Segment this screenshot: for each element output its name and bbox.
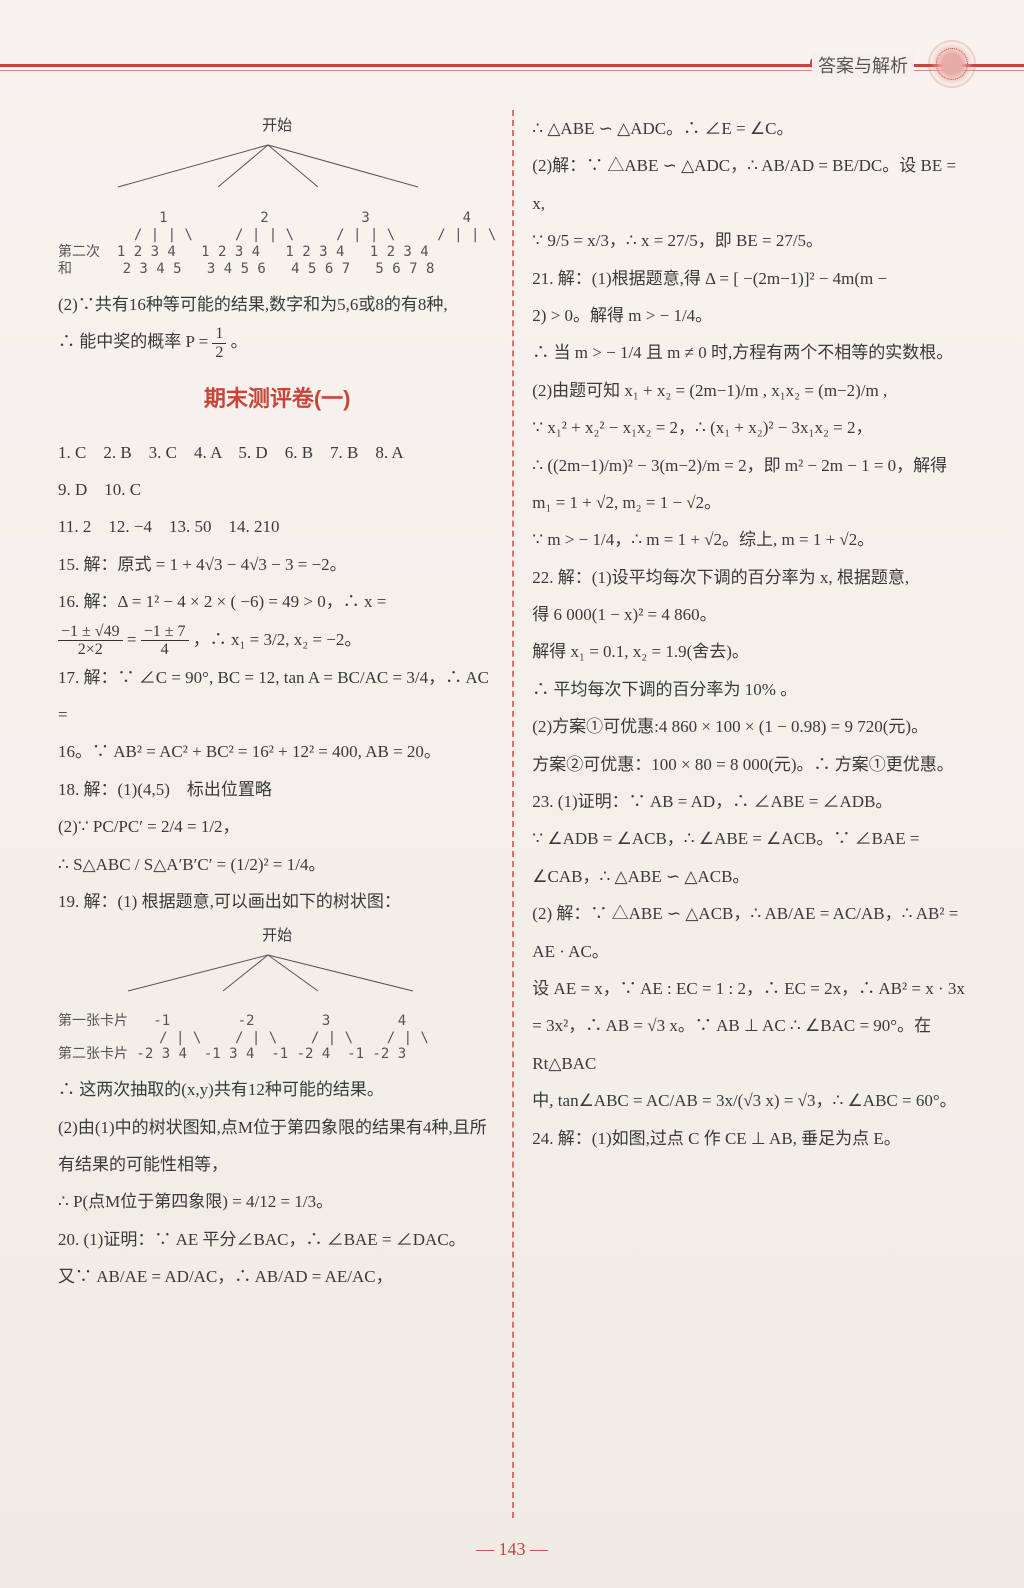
tree1-start-label: 开始 bbox=[58, 110, 496, 143]
q-left-2-prob: ∴ 能中奖的概率 P = 12 。 bbox=[58, 323, 496, 361]
q23-line6: 设 AE = x，∵ AE : EC = 1 : 2，∴ EC = 2x，∴ A… bbox=[532, 970, 966, 1007]
q22-line4: ∴ 平均每次下调的百分率为 10% 。 bbox=[532, 671, 966, 708]
q22-line1: 22. 解：(1)设平均每次下调的百分率为 x, 根据题意, bbox=[532, 559, 966, 596]
q21-line5: ∵ x₁² + x₂² − x₁x₂ = 2，∴ (x₁ + x₂)² − 3x… bbox=[532, 409, 966, 446]
q18-line1: 18. 解：(1)(4,5) 标出位置略 bbox=[58, 771, 496, 808]
q19-line3: (2)由(1)中的树状图知,点M位于第四象限的结果有4种,且所有结果的可能性相等… bbox=[58, 1109, 496, 1184]
q23-line7: = 3x²，∴ AB = √3 x。∵ AB ⊥ AC ∴ ∠BAC = 90°… bbox=[532, 1007, 966, 1082]
q24-line1: 24. 解：(1)如图,过点 C 作 CE ⊥ AB, 垂足为点 E。 bbox=[532, 1120, 966, 1157]
left-column: 开始 1 2 3 4 / | | \ / | | \ / | | \ / | |… bbox=[58, 110, 514, 1528]
q16-frac2: −1 ± 74 bbox=[141, 623, 189, 659]
q18-line2: (2)∵ PC/PC′ = 2/4 = 1/2， bbox=[58, 808, 496, 845]
q15: 15. 解：原式 = 1 + 4√3 − 4√3 − 3 = −2。 bbox=[58, 546, 496, 583]
prob-pre: ∴ 能中奖的概率 P = bbox=[58, 332, 212, 351]
q21-line1: 21. 解：(1)根据题意,得 Δ = [ −(2m−1)]² − 4m(m − bbox=[532, 260, 966, 297]
content-area: 开始 1 2 3 4 / | | \ / | | \ / | | \ / | |… bbox=[58, 110, 966, 1528]
q16-frac1: −1 ± √492×2 bbox=[58, 623, 123, 659]
header-title: 答案与解析 bbox=[812, 52, 914, 78]
q22-line2: 得 6 000(1 − x)² = 4 860。 bbox=[532, 596, 966, 633]
tree2-start-label: 开始 bbox=[58, 920, 496, 953]
answers-row-1: 1. C 2. B 3. C 4. A 5. D 6. B 7. B 8. A bbox=[58, 434, 496, 471]
page-number: — 143 — bbox=[0, 1539, 1024, 1560]
q22-line3: 解得 x₁ = 0.1, x₂ = 1.9(舍去)。 bbox=[532, 633, 966, 670]
q19-line4: ∴ P(点M位于第四象限) = 4/12 = 1/3。 bbox=[58, 1183, 496, 1220]
q16-end: ，∴ x₁ = 3/2, x₂ = −2。 bbox=[193, 630, 362, 649]
globe-icon bbox=[930, 42, 974, 86]
q19-line2: ∴ 这两次抽取的(x,y)共有12种可能的结果。 bbox=[58, 1071, 496, 1108]
q-left-2-intro: (2)∵共有16种等可能的结果,数字和为5,6或8的有8种, bbox=[58, 286, 496, 323]
q21-line7: m₁ = 1 + √2, m₂ = 1 − √2。 bbox=[532, 484, 966, 521]
q21-line6: ∴ ((2m−1)/m)² − 3(m−2)/m = 2，即 m² − 2m −… bbox=[532, 447, 966, 484]
right-column: ∴ △ABE ∽ △ADC。∴ ∠E = ∠C。 (2)解：∵ △ABE ∽ △… bbox=[514, 110, 966, 1528]
q23-line1: 23. (1)证明：∵ AB = AD，∴ ∠ABE = ∠ADB。 bbox=[532, 783, 966, 820]
tree2-diagram: 第一张卡片 -1 -2 3 4 / | \ / | \ / | \ / | \ … bbox=[58, 1013, 496, 1063]
q23-line8: 中, tan∠ABC = AC/AB = 3x/(√3 x) = √3，∴ ∠A… bbox=[532, 1082, 966, 1119]
q18-line3: ∴ S△ABC / S△A′B′C′ = (1/2)² = 1/4。 bbox=[58, 846, 496, 883]
q22-line6: 方案②可优惠：100 × 80 = 8 000(元)。∴ 方案①更优惠。 bbox=[532, 746, 966, 783]
tree2-branches-icon bbox=[58, 953, 478, 995]
q23-line4: (2) 解：∵ △ABE ∽ △ACB，∴ AB/AE = AC/AB，∴ AB… bbox=[532, 895, 966, 932]
q21-line2: 2) > 0。解得 m > − 1/4。 bbox=[532, 297, 966, 334]
q20-line2: 又∵ AB/AE = AD/AC，∴ AB/AD = AE/AC， bbox=[58, 1258, 496, 1295]
q17-line2: 16。∵ AB² = AC² + BC² = 16² + 12² = 400, … bbox=[58, 733, 496, 770]
q16-line2: −1 ± √492×2 = −1 ± 74 ，∴ x₁ = 3/2, x₂ = … bbox=[58, 621, 496, 659]
q23-line3: ∠CAB，∴ △ABE ∽ △ACB。 bbox=[532, 858, 966, 895]
prob-post: 。 bbox=[231, 332, 248, 351]
q23-line5: AE · AC。 bbox=[532, 933, 966, 970]
q16-line1: 16. 解：Δ = 1² − 4 × 2 × ( −6) = 49 > 0，∴ … bbox=[58, 583, 496, 620]
prob-frac: 12 bbox=[212, 325, 226, 361]
q16-eq1: = bbox=[127, 630, 141, 649]
section-title: 期末测评卷(一) bbox=[58, 375, 496, 423]
answers-row-3: 11. 2 12. −4 13. 50 14. 210 bbox=[58, 508, 496, 545]
q17-line1: 17. 解：∵ ∠C = 90°, BC = 12, tan A = BC/AC… bbox=[58, 659, 496, 734]
tree1-diagram: 1 2 3 4 / | | \ / | | \ / | | \ / | | \ … bbox=[58, 210, 496, 277]
q21-line3: ∴ 当 m > − 1/4 且 m ≠ 0 时,方程有两个不相等的实数根。 bbox=[532, 334, 966, 371]
tree1-branches-icon bbox=[58, 143, 478, 193]
q21-line8: ∵ m > − 1/4，∴ m = 1 + √2。综上, m = 1 + √2。 bbox=[532, 521, 966, 558]
q20-line1: 20. (1)证明：∵ AE 平分∠BAC，∴ ∠BAE = ∠DAC。 bbox=[58, 1221, 496, 1258]
q19-line1: 19. 解：(1) 根据题意,可以画出如下的树状图： bbox=[58, 883, 496, 920]
r-line-2a: (2)解：∵ △ABE ∽ △ADC，∴ AB/AD = BE/DC。设 BE … bbox=[532, 147, 966, 222]
r-line-1: ∴ △ABE ∽ △ADC。∴ ∠E = ∠C。 bbox=[532, 110, 966, 147]
page-header: 答案与解析 bbox=[0, 60, 1024, 90]
r-line-2b: ∵ 9/5 = x/3，∴ x = 27/5，即 BE = 27/5。 bbox=[532, 222, 966, 259]
q21-line4: (2)由题可知 x₁ + x₂ = (2m−1)/m , x₁x₂ = (m−2… bbox=[532, 372, 966, 409]
answers-row-2: 9. D 10. C bbox=[58, 471, 496, 508]
q23-line2: ∵ ∠ADB = ∠ACB，∴ ∠ABE = ∠ACB。∵ ∠BAE = bbox=[532, 820, 966, 857]
q22-line5: (2)方案①可优惠:4 860 × 100 × (1 − 0.98) = 9 7… bbox=[532, 708, 966, 745]
